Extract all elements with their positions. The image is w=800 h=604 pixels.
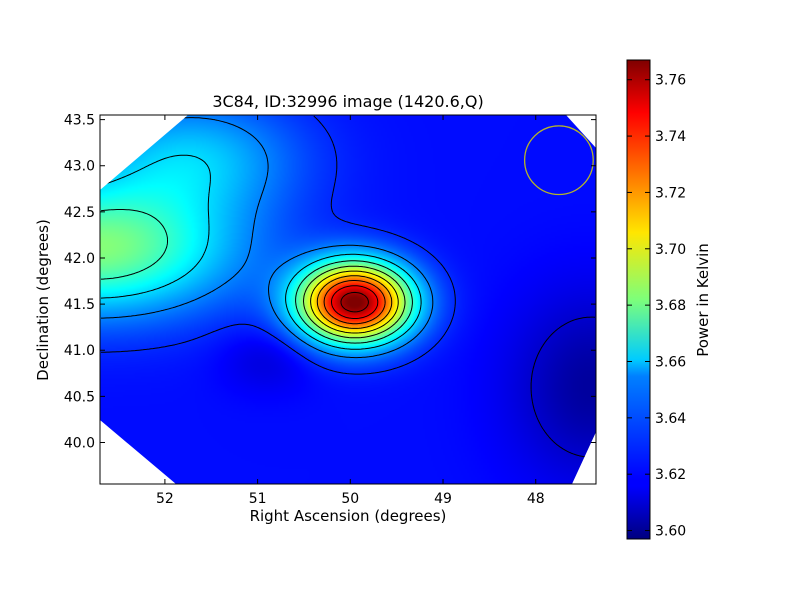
colorbar xyxy=(626,59,651,540)
plot-frame xyxy=(99,114,597,485)
x-tick-label: 49 xyxy=(434,491,452,507)
contour-line xyxy=(340,291,369,313)
x-axis-ticks: 52 51 50 49 48 xyxy=(156,115,545,507)
contour-line xyxy=(331,285,379,319)
colorbar-tick-label: 3.72 xyxy=(655,185,686,201)
beam-circle xyxy=(523,125,594,196)
y-tick-label: 40.0 xyxy=(64,435,95,451)
colorbar-label: Power in Kelvin xyxy=(694,243,712,357)
y-tick-label: 41.5 xyxy=(64,297,95,313)
y-tick-label: 43.5 xyxy=(64,113,95,129)
y-tick-label: 43.0 xyxy=(64,159,95,175)
y-axis-label: Declination (degrees) xyxy=(34,219,52,381)
colorbar-ticks: 3.60 3.62 3.64 3.66 3.68 3.70 3.72 3.74 3.76 xyxy=(627,73,686,540)
y-tick-label: 42.0 xyxy=(64,251,95,267)
chart-title: 3C84, ID:32996 image (1420.6,Q) xyxy=(212,92,483,111)
colorbar-tick-label: 3.60 xyxy=(655,524,686,540)
x-tick-label: 50 xyxy=(341,491,359,507)
heatmap-image xyxy=(100,115,596,484)
contour-line xyxy=(323,280,386,325)
colorbar-tick-label: 3.70 xyxy=(655,242,686,258)
contour-line xyxy=(100,154,422,350)
contour-line xyxy=(310,270,399,334)
y-tick-label: 41.0 xyxy=(64,343,95,359)
contour-line xyxy=(530,316,596,458)
y-tick-label: 42.5 xyxy=(64,205,95,221)
contour-line xyxy=(100,209,413,344)
colorbar-tick-label: 3.68 xyxy=(655,298,686,314)
colorbar-tick-label: 3.64 xyxy=(655,411,686,427)
x-tick-label: 51 xyxy=(249,491,267,507)
x-tick-label: 48 xyxy=(527,491,545,507)
contour-line xyxy=(303,265,406,339)
x-axis-label: Right Ascension (degrees) xyxy=(250,507,447,525)
colorbar-tick-label: 3.74 xyxy=(655,129,686,145)
contour-line xyxy=(316,275,393,329)
x-tick-label: 52 xyxy=(156,491,174,507)
contour-lines xyxy=(100,115,596,458)
y-axis-ticks: 40.0 40.5 41.0 41.5 42.0 42.5 43.0 43.5 xyxy=(64,113,596,451)
contour-line xyxy=(100,115,456,375)
colorbar-tick-label: 3.66 xyxy=(655,354,686,370)
y-tick-label: 40.5 xyxy=(64,389,95,405)
colorbar-tick-label: 3.62 xyxy=(655,467,686,483)
colorbar-tick-label: 3.76 xyxy=(655,73,686,89)
